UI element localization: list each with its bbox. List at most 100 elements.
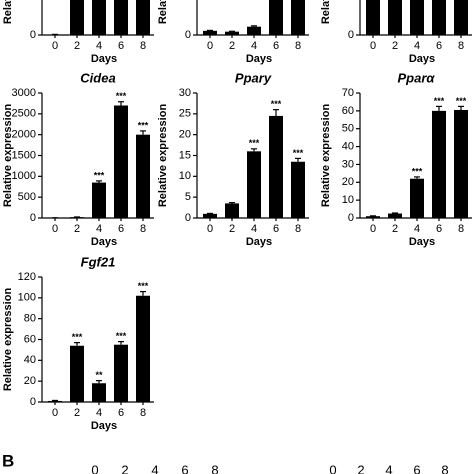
y-tick-label: 3000 — [12, 87, 36, 99]
y-tick-label: 20 — [24, 375, 36, 387]
x-tick-label: 4 — [96, 40, 102, 52]
bar — [432, 0, 446, 35]
bar — [291, 0, 305, 35]
bar — [92, 0, 106, 35]
y-tick-label: 40 — [24, 354, 36, 366]
x-tick-label: 4 — [96, 407, 102, 419]
x-tick-label: 4 — [251, 223, 257, 235]
y-tick-label: 0 — [30, 212, 36, 224]
x-tick-label: 2 — [229, 223, 235, 235]
x-tick-label: 8 — [295, 223, 301, 235]
significance: *** — [412, 166, 423, 176]
y-axis-label: Relative expression — [157, 104, 169, 208]
bar — [454, 0, 468, 35]
x-tick-label: 0 — [207, 40, 213, 52]
y-tick-label: 80 — [24, 313, 36, 325]
x-tick-label: 6 — [118, 40, 124, 52]
bar — [114, 0, 128, 35]
x-tick-label: 8 — [140, 407, 146, 419]
y-tick-label: 40 — [342, 140, 354, 152]
x-tick-label: 2 — [392, 40, 398, 52]
bar — [92, 182, 106, 218]
bar — [291, 161, 305, 218]
bar — [136, 0, 150, 35]
bar — [366, 216, 380, 218]
significance: *** — [94, 170, 105, 180]
bar — [114, 105, 128, 218]
x-tick-label: 4 — [251, 40, 257, 52]
y-axis-label: Relative expression — [2, 104, 14, 208]
y-axis-label: Relative expression — [2, 0, 14, 24]
chart-title: Cidea — [80, 70, 115, 85]
x-tick-label: 2 — [229, 40, 235, 52]
x-tick-label: 6 — [273, 40, 279, 52]
y-tick-label: 0 — [185, 212, 191, 224]
y-tick-label: 20 — [342, 176, 354, 188]
x-tick-label: 2 — [74, 223, 80, 235]
significance: ** — [95, 370, 103, 380]
x-axis-label: Days — [409, 236, 435, 248]
chart-title: Ppary — [235, 70, 272, 85]
y-tick-label: 0 — [348, 29, 354, 41]
significance: *** — [72, 332, 83, 342]
x-tick-label: 4 — [151, 462, 158, 474]
x-tick-label: 4 — [414, 40, 420, 52]
y-tick-label: 2500 — [12, 108, 36, 120]
x-tick-label: 0 — [91, 462, 98, 474]
x-tick-label: 2 — [392, 223, 398, 235]
y-tick-label: 10 — [342, 194, 354, 206]
y-tick-label: 25 — [179, 108, 191, 120]
bar — [48, 400, 62, 402]
x-tick-label: 0 — [52, 40, 58, 52]
significance: *** — [271, 99, 282, 109]
x-tick-label: 2 — [74, 40, 80, 52]
significance: *** — [138, 281, 149, 291]
bar — [203, 213, 217, 218]
y-axis-label: Relative expression — [320, 0, 332, 24]
y-tick-label: 60 — [342, 105, 354, 117]
y-tick-label: 20 — [179, 129, 191, 141]
y-tick-label: 30 — [342, 158, 354, 170]
y-tick-label: 5 — [185, 191, 191, 203]
x-tick-label: 0 — [370, 223, 376, 235]
panel-label: B — [2, 451, 14, 470]
x-axis-label: Days — [246, 53, 272, 65]
y-tick-label: 70 — [342, 87, 354, 99]
y-tick-label: 50 — [342, 123, 354, 135]
y-tick-label: 2000 — [12, 129, 36, 141]
y-axis-label: Relative expression — [320, 104, 332, 208]
y-tick-label: 120 — [18, 271, 36, 283]
y-tick-label: 0 — [185, 29, 191, 41]
bar — [247, 26, 261, 35]
x-axis-label: Days — [91, 420, 117, 432]
bar — [410, 0, 424, 35]
significance: *** — [116, 91, 127, 101]
x-tick-label: 0 — [370, 40, 376, 52]
x-tick-label: 0 — [52, 223, 58, 235]
x-tick-label: 6 — [118, 223, 124, 235]
significance: *** — [138, 120, 149, 130]
bar — [114, 344, 128, 402]
x-tick-label: 8 — [441, 462, 448, 474]
x-tick-label: 0 — [329, 462, 336, 474]
bar — [136, 134, 150, 218]
bar — [410, 178, 424, 218]
x-tick-label: 4 — [414, 223, 420, 235]
x-tick-label: 6 — [181, 462, 188, 474]
y-axis-label: Relative expression — [2, 288, 14, 392]
significance: *** — [456, 96, 467, 106]
chart-title: Fgf21 — [81, 254, 116, 269]
significance: *** — [434, 96, 445, 106]
x-tick-label: 2 — [357, 462, 364, 474]
x-tick-label: 6 — [413, 462, 420, 474]
x-tick-label: 8 — [140, 40, 146, 52]
y-tick-label: 0 — [348, 212, 354, 224]
x-tick-label: 8 — [211, 462, 218, 474]
bar — [92, 383, 106, 402]
x-tick-label: 8 — [458, 40, 464, 52]
bar — [70, 0, 84, 35]
y-tick-label: 0 — [30, 29, 36, 41]
y-tick-label: 1000 — [12, 170, 36, 182]
y-tick-label: 1500 — [12, 149, 36, 161]
